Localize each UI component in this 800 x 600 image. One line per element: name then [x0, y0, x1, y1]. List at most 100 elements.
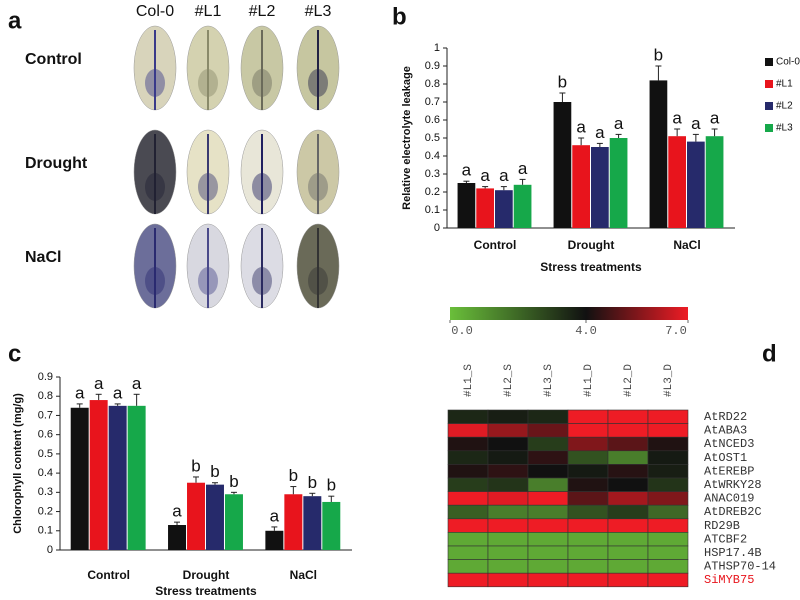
- row-label: Drought: [25, 155, 88, 172]
- column-label: Col-0: [136, 3, 174, 20]
- heatmap-cell: [527, 532, 569, 547]
- heatmap-cell: [567, 572, 609, 588]
- row-label: AtWRKY28: [704, 478, 762, 492]
- legend-label: #L3: [776, 123, 793, 134]
- bar: [127, 405, 146, 550]
- significance-letter: a: [614, 114, 624, 133]
- significance-letter: b: [229, 472, 238, 491]
- y-tick-label: 0.3: [425, 168, 440, 180]
- heatmap-cell: [487, 545, 529, 560]
- y-tick-label: 0.4: [38, 467, 53, 479]
- leaf-stain: [145, 69, 165, 97]
- y-tick-label: 1: [434, 42, 440, 54]
- bar: [495, 190, 513, 228]
- heatmap-cell: [647, 559, 689, 574]
- bar: [457, 183, 476, 228]
- significance-letter: a: [691, 114, 701, 133]
- y-tick-label: 0.5: [38, 448, 53, 460]
- heatmap-cell: [527, 423, 569, 438]
- bar: [609, 138, 628, 228]
- x-axis-label: Stress treatments: [540, 260, 642, 274]
- heatmap-cell: [607, 518, 649, 533]
- heatmap-cell: [527, 464, 569, 479]
- significance-letter: a: [710, 108, 720, 127]
- bar: [572, 145, 590, 228]
- heatmap-cell: [527, 450, 569, 465]
- heatmap-cell: [647, 491, 689, 506]
- heatmap-cell: [527, 559, 569, 574]
- leaf-stain: [198, 267, 218, 295]
- heatmap-cell: [487, 504, 529, 520]
- heatmap-cell: [647, 477, 689, 492]
- x-axis-label: Stress treatments: [155, 584, 257, 598]
- x-tick-label: Control: [474, 238, 517, 252]
- y-tick-label: 0.1: [425, 204, 440, 216]
- heatmap-cell: [567, 504, 609, 520]
- heatmap-cell: [567, 423, 609, 438]
- heatmap-cell: [527, 545, 569, 560]
- y-tick-label: 0.4: [425, 150, 440, 162]
- heatmap-cell: [447, 409, 489, 424]
- heatmap-cell: [447, 572, 489, 588]
- legend-label: #L1: [776, 79, 793, 90]
- heatmap-cell: [647, 436, 689, 452]
- heatmap-cell: [527, 504, 569, 520]
- row-label: AtABA3: [704, 424, 747, 438]
- row-label: AtNCED3: [704, 437, 754, 451]
- row-label: AtRD22: [704, 410, 747, 424]
- legend-swatch: [765, 80, 773, 88]
- leaf-stain: [308, 69, 328, 97]
- significance-letter: a: [113, 383, 123, 402]
- row-label: Control: [25, 51, 82, 68]
- bar: [668, 136, 686, 228]
- legend-label: Col-0: [776, 57, 800, 68]
- y-tick-label: 0: [434, 222, 440, 234]
- significance-letter: a: [75, 383, 85, 402]
- heatmap-cell: [567, 518, 609, 533]
- row-label: AtDREB2C: [704, 505, 762, 519]
- bar: [168, 525, 187, 550]
- heatmap-cell: [607, 504, 649, 520]
- heatmap-cell: [567, 545, 609, 560]
- heatmap-cell: [567, 532, 609, 547]
- leaf-stain: [308, 173, 328, 201]
- bar: [322, 501, 341, 550]
- heatmap-cell: [607, 423, 649, 438]
- bar: [108, 405, 127, 550]
- heatmap-cell: [567, 559, 609, 574]
- y-tick-label: 0.6: [38, 429, 53, 441]
- column-label: #L2: [249, 3, 276, 20]
- heatmap-cell: [567, 409, 609, 424]
- heatmap-cell: [567, 436, 609, 452]
- heatmap-cell: [607, 532, 649, 547]
- y-tick-label: 0.7: [425, 96, 440, 108]
- heatmap-cell: [607, 464, 649, 479]
- heatmap-cell: [447, 491, 489, 506]
- legend-label: #L2: [776, 101, 793, 112]
- heatmap-cell: [487, 409, 529, 424]
- heatmap-cell: [447, 450, 489, 465]
- column-label: #L3: [305, 3, 332, 20]
- significance-letter: a: [576, 117, 586, 136]
- colorbar-tick-label: 4.0: [575, 324, 597, 338]
- row-label: RD29B: [704, 519, 740, 533]
- heatmap-cell: [567, 491, 609, 506]
- leaf-stain: [198, 69, 218, 97]
- bar: [649, 80, 668, 229]
- heatmap-cell: [487, 477, 529, 492]
- leaf-stain: [198, 173, 218, 201]
- heatmap-cell: [447, 518, 489, 533]
- heatmap-cell: [567, 464, 609, 479]
- heatmap-cell: [527, 572, 569, 588]
- heatmap-cell: [607, 572, 649, 588]
- significance-letter: a: [172, 502, 182, 521]
- significance-letter: b: [289, 466, 298, 485]
- row-label: SiMYB75: [704, 573, 754, 587]
- bar: [265, 530, 284, 550]
- heatmap-cell: [487, 450, 529, 465]
- colorbar: [450, 307, 688, 320]
- significance-letter: b: [308, 473, 317, 492]
- colorbar-tick-label: 0.0: [451, 324, 473, 338]
- y-tick-label: 0.1: [38, 525, 53, 537]
- heatmap-cell: [647, 532, 689, 547]
